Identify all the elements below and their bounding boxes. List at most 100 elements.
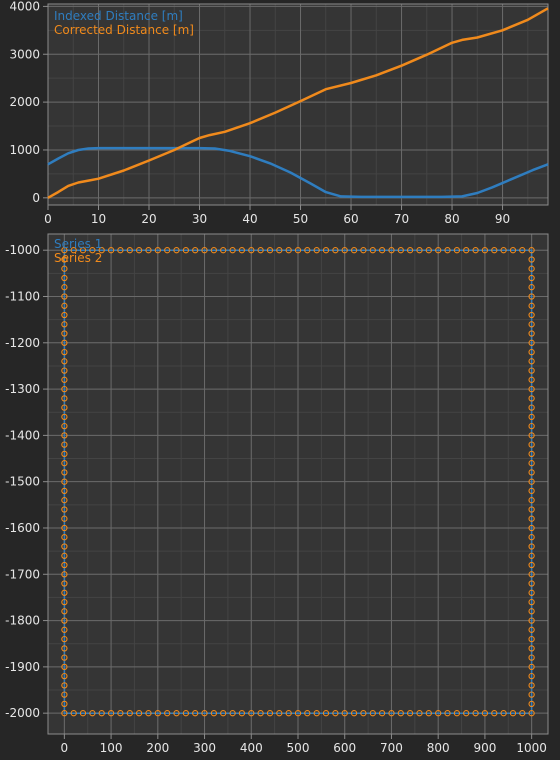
series-2-point xyxy=(61,700,68,708)
series-2-point xyxy=(79,710,87,717)
y-tick-label: -1800 xyxy=(5,614,40,628)
series-2-point xyxy=(528,376,535,383)
series-2-point xyxy=(201,247,208,254)
x-tick-label: 40 xyxy=(242,212,257,226)
series-2-point xyxy=(481,710,489,717)
x-tick-label: 0 xyxy=(44,212,52,226)
series-2-point xyxy=(528,284,535,291)
series-2-point xyxy=(528,293,535,300)
series-2-point xyxy=(397,710,404,717)
series-2-point xyxy=(61,645,68,652)
series-2-point xyxy=(528,302,535,309)
series-2-point xyxy=(528,395,535,402)
series-2-point xyxy=(61,376,68,383)
series-2-point xyxy=(472,710,479,717)
x-tick-label: 600 xyxy=(333,741,356,755)
series-2-point xyxy=(528,626,535,633)
series-2-point xyxy=(528,422,535,430)
series-2-point xyxy=(528,432,535,439)
series-2-point xyxy=(528,330,535,337)
series-2-point xyxy=(528,487,535,495)
series-2-point xyxy=(276,710,283,717)
series-2-point xyxy=(61,302,68,309)
series-2-point xyxy=(61,608,68,615)
scatter-chart[interactable]: 0 100 200 300 400 500 600 700 800 900 1000 -1000 -11… xyxy=(0,228,560,760)
series-2-point xyxy=(528,265,535,272)
series-2-point xyxy=(220,710,227,717)
y-tick-label: -1900 xyxy=(5,660,40,674)
series-2-point xyxy=(192,710,199,717)
x-tick-label: 50 xyxy=(293,212,308,226)
series-2-point xyxy=(388,710,395,717)
series-2-point xyxy=(304,710,311,717)
series-2-point xyxy=(257,247,264,254)
series-2-point xyxy=(528,321,535,328)
series-2-point xyxy=(61,534,68,541)
series-2-point xyxy=(61,710,68,717)
series-2-point xyxy=(472,247,479,254)
series-2-point xyxy=(322,710,330,717)
series-2-point xyxy=(61,395,68,402)
series-2-point xyxy=(528,358,535,365)
series-2-point xyxy=(201,710,208,717)
series-2-point xyxy=(519,710,526,717)
series-2-point xyxy=(294,247,302,254)
series-2-point xyxy=(192,247,199,254)
series-2-point xyxy=(463,710,470,717)
series-2-point xyxy=(528,441,535,448)
x-tick-label: 0 xyxy=(61,741,69,755)
legend-entry: Series 1 xyxy=(54,237,102,251)
series-2-point xyxy=(61,284,68,291)
series-2-point xyxy=(519,247,526,254)
series-2-point xyxy=(145,247,152,254)
series-2-point xyxy=(491,247,498,254)
series-2-point xyxy=(528,552,535,559)
y-tick-label: -1500 xyxy=(5,475,40,489)
distance-chart-svg[interactable]: 0 10 20 30 40 50 60 70 80 90 0 1000 2000 3000 4000 Inde… xyxy=(0,0,560,226)
series-2-point xyxy=(248,247,255,254)
series-2-point xyxy=(332,710,339,717)
series-2-point xyxy=(61,580,68,587)
series-2-point xyxy=(416,247,423,254)
series-2-point xyxy=(528,413,535,421)
series-2-point xyxy=(528,247,535,254)
series-2-point xyxy=(61,441,68,448)
series-2-point xyxy=(528,645,535,652)
series-line-2 xyxy=(47,7,549,199)
series-2-point xyxy=(61,598,68,606)
series-2-point xyxy=(285,247,292,254)
series-2-point xyxy=(135,247,143,254)
series-2-point xyxy=(444,710,451,717)
series-2-point xyxy=(61,682,68,689)
series-2-point xyxy=(360,247,367,254)
series-2-point xyxy=(257,710,264,717)
x-tick-label: 10 xyxy=(91,212,106,226)
distance-chart[interactable]: 0 10 20 30 40 50 60 70 80 90 0 1000 2000 3000 4000 Inde… xyxy=(0,0,560,226)
series-2-point xyxy=(61,247,68,254)
y-tick-label: -1000 xyxy=(5,243,40,257)
series-2-point xyxy=(397,247,404,254)
series-2-point xyxy=(61,506,68,513)
series-2-point xyxy=(238,247,246,254)
x-tick-label: 300 xyxy=(193,741,216,755)
series-2-point xyxy=(378,710,386,717)
series-2-point xyxy=(528,598,535,606)
series-2-point xyxy=(61,626,68,633)
series-2-point xyxy=(61,432,68,439)
series-2-point xyxy=(416,710,423,717)
series-2-point xyxy=(528,274,535,282)
series-2-point xyxy=(425,710,432,717)
series-2-point xyxy=(528,460,535,467)
x-tick-label: 700 xyxy=(380,741,403,755)
series-2-point xyxy=(528,608,535,615)
series-2-point xyxy=(229,247,236,254)
y-tick-label: 0 xyxy=(32,191,40,205)
series-2-point xyxy=(61,672,68,680)
series-2-point xyxy=(425,247,432,254)
legend-entry: Series 2 xyxy=(54,251,102,265)
series-2-point xyxy=(463,247,470,254)
y-tick-label: -1400 xyxy=(5,428,40,442)
series-2-point xyxy=(350,710,358,717)
scatter-chart-svg[interactable]: 0 100 200 300 400 500 600 700 800 900 1000 -1000 -11… xyxy=(0,228,560,760)
series-2-point xyxy=(61,404,68,411)
